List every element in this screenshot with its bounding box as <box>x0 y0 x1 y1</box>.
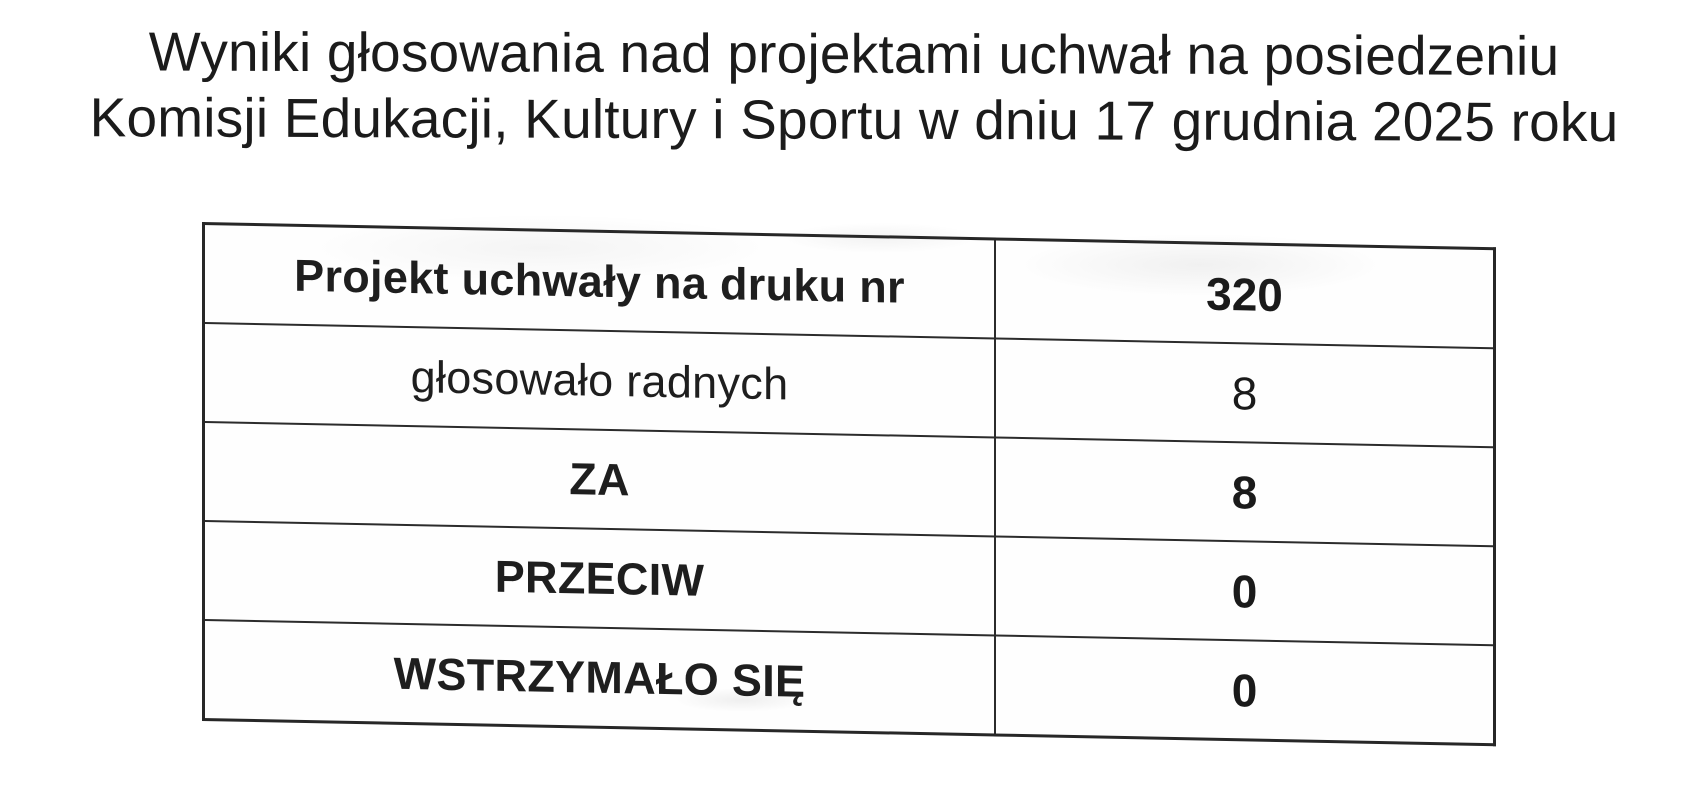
row-label: WSTRZYMAŁO SIĘ <box>203 620 995 736</box>
row-value: 8 <box>995 437 1495 547</box>
row-label: głosowało radnych <box>203 323 995 438</box>
row-label: Projekt uchwały na druku nr <box>203 223 995 339</box>
page-title-line-1: Wyniki głosowania nad projektami uchwał … <box>148 20 1560 87</box>
row-value: 0 <box>995 536 1495 646</box>
page-title: Wyniki głosowania nad projektami uchwał … <box>0 18 1708 155</box>
row-label: ZA <box>203 422 995 537</box>
voting-results-table: Projekt uchwały na druku nr 320 głosował… <box>202 222 1496 747</box>
row-label: PRZECIW <box>203 521 995 636</box>
row-value: 8 <box>995 338 1495 448</box>
row-value: 0 <box>995 635 1495 745</box>
row-value: 320 <box>995 239 1495 349</box>
page-title-line-2: Komisji Edukacji, Kultury i Sportu w dni… <box>89 86 1619 154</box>
